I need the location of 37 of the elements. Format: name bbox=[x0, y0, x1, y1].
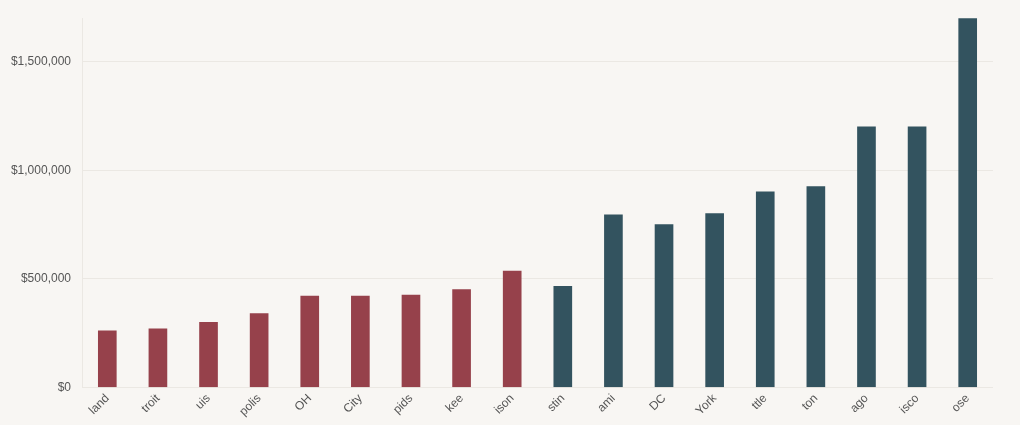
bar bbox=[401, 294, 421, 388]
bar bbox=[654, 224, 674, 388]
bar bbox=[553, 286, 573, 388]
x-tick-label: uis bbox=[192, 391, 213, 412]
x-tick-label: kee bbox=[442, 390, 467, 415]
bar bbox=[249, 313, 269, 388]
x-tick-label: ton bbox=[798, 391, 821, 413]
x-tick-label: ose bbox=[948, 390, 973, 415]
y-tick-label: $1,000,000 bbox=[10, 162, 72, 177]
x-tick-label: DC bbox=[646, 390, 669, 414]
x-tick-label: ami bbox=[594, 391, 618, 415]
bar bbox=[97, 330, 117, 388]
bar bbox=[806, 186, 826, 388]
bar bbox=[604, 214, 623, 388]
bar bbox=[907, 126, 927, 388]
x-tick-label: stin bbox=[544, 391, 568, 415]
bar bbox=[148, 328, 168, 388]
y-tick-label: $0 bbox=[57, 379, 72, 394]
x-tick-label: York bbox=[692, 390, 720, 418]
x-tick-label: OH bbox=[291, 391, 315, 414]
bar bbox=[705, 213, 724, 388]
x-tick-label: ison bbox=[491, 391, 517, 417]
bar bbox=[452, 289, 471, 388]
x-tick-label: ago bbox=[846, 390, 872, 416]
bar bbox=[958, 18, 978, 388]
bar bbox=[300, 295, 320, 388]
y-tick-label: $1,500,000 bbox=[10, 53, 72, 68]
x-tick-label: troit bbox=[138, 390, 163, 416]
y-tick-label: $500,000 bbox=[20, 271, 72, 286]
bar bbox=[755, 191, 775, 388]
bar bbox=[857, 126, 876, 388]
x-tick-label: City bbox=[340, 391, 365, 416]
x-tick-label: ttle bbox=[748, 390, 770, 413]
x-tick-label: isco bbox=[896, 390, 922, 417]
bar bbox=[199, 321, 218, 388]
bar bbox=[502, 270, 522, 388]
bar bbox=[351, 295, 370, 388]
